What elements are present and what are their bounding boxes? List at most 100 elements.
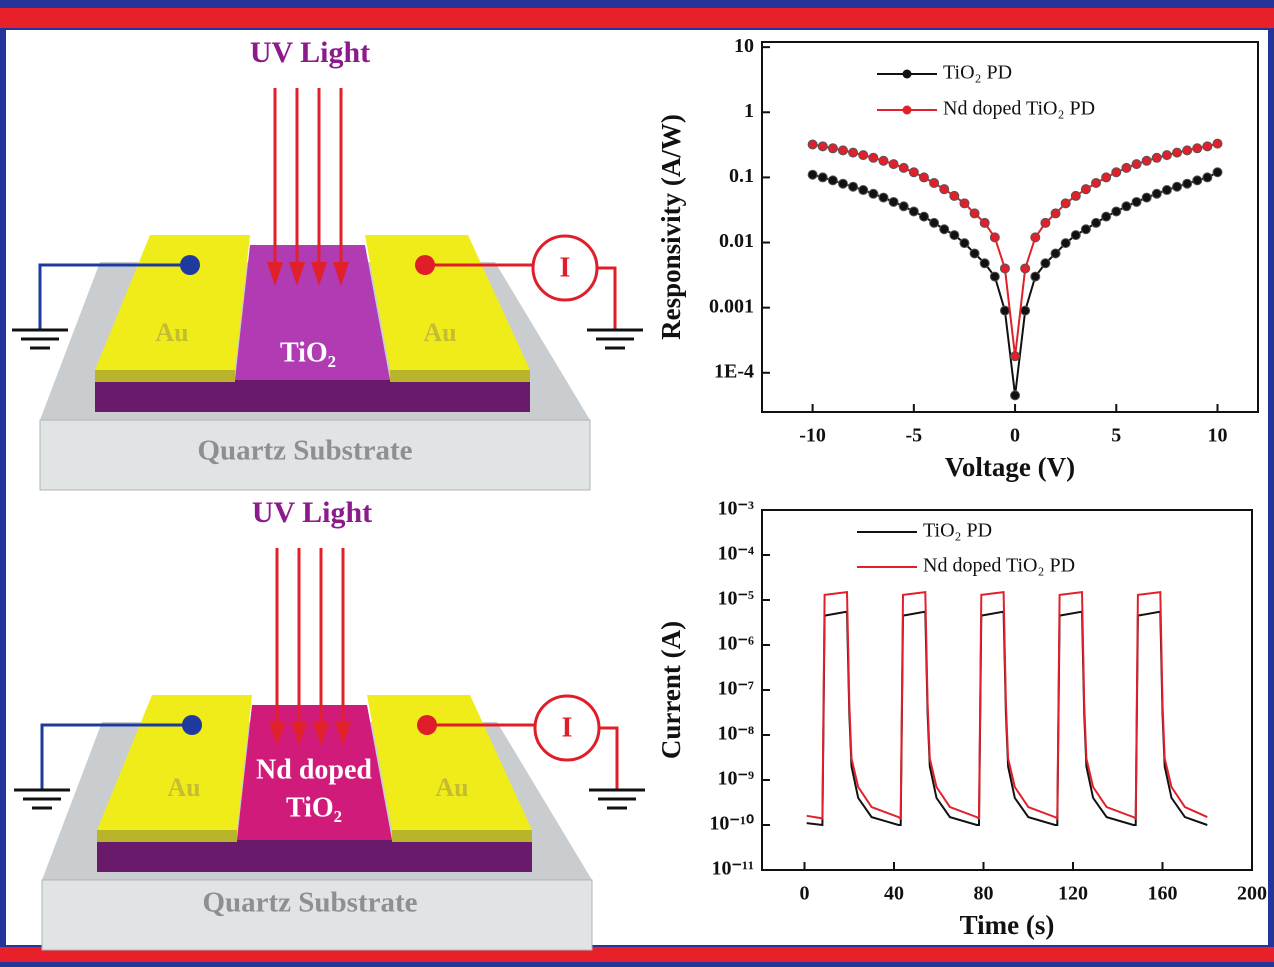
data-point [868, 188, 879, 199]
device-diagram: UV Light Au Au TiO₂ I Quartz Substrate [10, 36, 645, 492]
bottom-stripe [0, 947, 1274, 962]
x-tick-label: 120 [1058, 883, 1088, 905]
data-point [1091, 178, 1102, 189]
data-point [1192, 175, 1203, 186]
data-point [1101, 211, 1112, 222]
data-point [1111, 206, 1122, 217]
x-tick-label: 200 [1237, 883, 1267, 905]
data-point [979, 258, 990, 269]
data-point [908, 167, 919, 178]
y-tick-label: 10⁻³ [717, 498, 754, 520]
data-point [1101, 172, 1112, 183]
data-point [1030, 232, 1041, 243]
meter-label: I [562, 712, 573, 743]
y-tick-label: 10⁻⁸ [717, 723, 754, 745]
data-point [1202, 172, 1213, 183]
channel-label: TiO₂ [280, 337, 336, 368]
y-tick-label: 1 [744, 100, 754, 122]
x-tick-label: 0 [800, 883, 810, 905]
data-point [888, 159, 899, 170]
data-point [848, 147, 859, 158]
top-stripe [0, 8, 1274, 28]
data-point [848, 181, 859, 192]
x-tick-label: 5 [1111, 425, 1121, 447]
data-point [1141, 155, 1152, 166]
y-axis-title: Responsivity (A/W) [656, 114, 686, 340]
data-point [1070, 190, 1081, 201]
electrode-label: Au [155, 318, 188, 347]
data-point [837, 178, 848, 189]
legend-label: Nd doped TiO₂ PD [943, 98, 1095, 120]
y-tick-label: 10⁻⁷ [717, 678, 754, 700]
y-tick-label: 10⁻¹⁰ [709, 813, 754, 835]
electrode-label: Au [435, 773, 468, 802]
meter-label: I [560, 252, 571, 283]
data-point [1182, 178, 1193, 189]
chart: 10 1 0.1 0.01 0.001 1E-4 -10 -5 0 5 10 Voltage (V) R… [656, 35, 1259, 482]
data-point [1020, 305, 1031, 316]
y-axis-title: Current (A) [656, 621, 686, 759]
data-point [1161, 185, 1172, 196]
data-point [1202, 141, 1213, 152]
data-point [929, 178, 940, 189]
channel-label: Nd doped [256, 754, 372, 785]
y-tick-label: 10⁻⁴ [717, 543, 754, 565]
y-tick-label: 0.1 [729, 165, 754, 187]
data-point [1161, 150, 1172, 161]
legend-marker [902, 69, 912, 79]
data-point [949, 190, 960, 201]
data-point [878, 155, 889, 166]
data-point [878, 192, 889, 203]
data-point [999, 305, 1010, 316]
chart: 10⁻³ 10⁻⁴ 10⁻⁵ 10⁻⁶ 10⁻⁷ 10⁻⁸ 10⁻⁹ 10⁻¹⁰ 10⁻¹¹ 0 4… [656, 498, 1267, 941]
data-point [1121, 201, 1132, 212]
legend-label: TiO₂ PD [923, 520, 992, 542]
substrate-label: Quartz Substrate [202, 887, 417, 919]
data-point [939, 224, 950, 235]
light-label: UV Light [252, 496, 372, 529]
x-axis-title: Voltage (V) [945, 452, 1075, 482]
substrate-label: Quartz Substrate [197, 435, 412, 467]
device-diagram: UV Light Au Au Nd doped TiO₂ I Quartz Su… [12, 496, 647, 952]
data-point [868, 152, 879, 163]
data-point [817, 172, 828, 183]
data-point [1060, 198, 1071, 209]
data-point [827, 143, 838, 154]
data-point [989, 271, 1000, 282]
y-tick-label: 1E-4 [714, 360, 754, 382]
data-point [817, 141, 828, 152]
data-point [1151, 152, 1162, 163]
legend-label: Nd doped TiO₂ PD [923, 555, 1075, 577]
data-point [1080, 224, 1091, 235]
data-point [1010, 390, 1021, 401]
data-point [898, 162, 909, 173]
electrode-label: Au [167, 773, 200, 802]
x-tick-label: 10 [1208, 425, 1228, 447]
x-tick-label: 80 [974, 883, 994, 905]
channel-label: TiO₂ [286, 792, 342, 823]
y-tick-label: 0.01 [719, 230, 754, 252]
data-point [1060, 238, 1071, 249]
data-point [1172, 181, 1183, 192]
x-tick-label: 0 [1010, 425, 1020, 447]
data-point [969, 208, 980, 219]
x-tick-label: -10 [799, 425, 826, 447]
data-point [1131, 159, 1142, 170]
plot-frame [761, 41, 1259, 413]
data-point [1050, 208, 1061, 219]
data-point [858, 185, 869, 196]
x-tick-label: -5 [906, 425, 923, 447]
x-tick-label: 160 [1148, 883, 1178, 905]
data-point [1172, 147, 1183, 158]
data-point [1080, 184, 1091, 195]
data-point [837, 145, 848, 156]
data-point [1182, 145, 1193, 156]
y-tick-label: 10⁻¹¹ [711, 858, 754, 880]
y-tick-label: 10⁻⁹ [717, 768, 754, 790]
data-point [888, 196, 899, 207]
data-point [1020, 263, 1031, 274]
data-point [1131, 196, 1142, 207]
series-line [806, 590, 1208, 821]
data-point [1192, 143, 1203, 154]
